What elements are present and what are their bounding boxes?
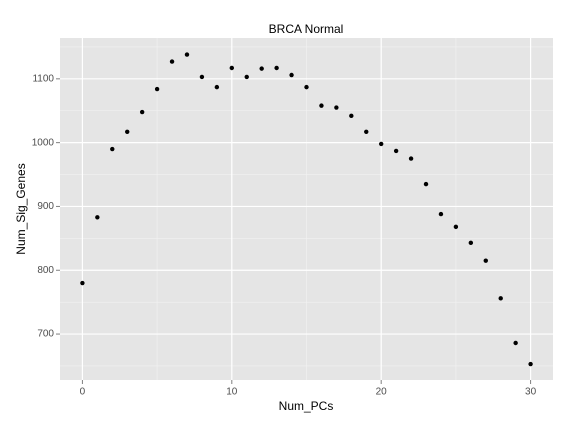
point xyxy=(95,215,100,220)
point xyxy=(80,280,85,286)
point xyxy=(169,59,175,64)
x-tick-label: 10 xyxy=(226,387,238,398)
y-tick-label: 1000 xyxy=(32,137,55,148)
point xyxy=(139,109,145,115)
x-tick-label: 20 xyxy=(376,387,388,398)
point xyxy=(259,66,264,71)
y-tick-label: 700 xyxy=(37,329,54,340)
point xyxy=(378,141,384,147)
point xyxy=(498,296,503,301)
y-tick-label: 1100 xyxy=(32,73,54,84)
point xyxy=(304,84,309,90)
x-tick-label: 30 xyxy=(525,387,537,398)
point xyxy=(319,103,324,108)
point xyxy=(184,52,190,57)
chart-title: BRCA Normal xyxy=(269,22,344,36)
point xyxy=(423,181,429,187)
y-tick-label: 800 xyxy=(37,265,54,276)
point xyxy=(334,105,339,110)
point xyxy=(349,113,354,119)
point xyxy=(364,129,369,134)
point xyxy=(438,211,444,217)
y-axis-label: Num_Sig_Genes xyxy=(14,163,28,254)
point xyxy=(229,65,235,71)
point xyxy=(125,129,130,134)
y-tick-label: 900 xyxy=(37,201,54,212)
point xyxy=(199,74,205,80)
point xyxy=(110,146,115,152)
point xyxy=(214,84,220,90)
point xyxy=(393,148,399,154)
x-axis-label: Num_PCs xyxy=(279,399,334,413)
point xyxy=(468,240,474,246)
x-tick-label: 0 xyxy=(80,387,86,398)
point xyxy=(453,224,459,230)
point xyxy=(528,361,533,367)
point xyxy=(154,86,160,92)
point xyxy=(244,74,249,80)
point xyxy=(289,72,294,78)
point xyxy=(483,258,488,263)
point xyxy=(408,156,414,161)
point xyxy=(513,340,518,346)
point xyxy=(274,65,279,71)
